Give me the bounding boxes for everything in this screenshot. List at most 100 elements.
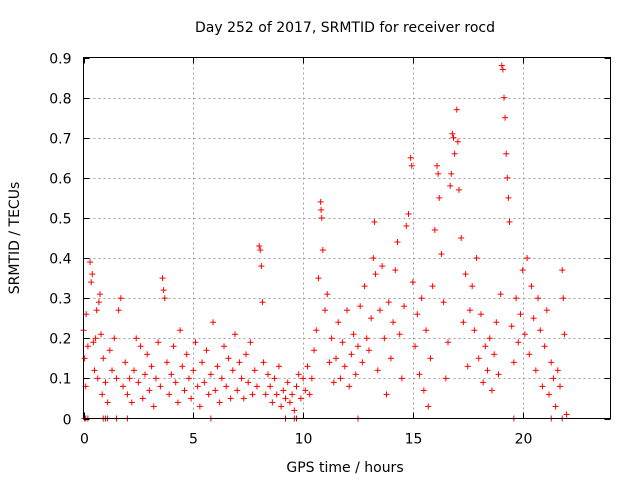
data-point <box>376 307 383 314</box>
data-point <box>546 391 553 398</box>
data-point <box>238 375 245 382</box>
data-point <box>207 371 214 378</box>
data-point <box>216 399 223 406</box>
data-point <box>203 347 210 354</box>
data-point <box>458 235 465 241</box>
data-point <box>117 295 124 302</box>
data-point <box>374 367 381 374</box>
data-point <box>429 283 436 290</box>
data-point <box>267 383 274 390</box>
data-point <box>247 339 254 346</box>
data-point <box>133 335 140 342</box>
data-point <box>370 255 377 262</box>
data-point <box>475 355 482 362</box>
data-point <box>221 343 228 350</box>
data-point <box>394 239 401 246</box>
data-point <box>245 379 252 386</box>
data-point <box>448 170 455 177</box>
data-point <box>335 319 342 326</box>
data-point <box>124 391 131 398</box>
data-point <box>99 391 106 398</box>
axis-ticks: 0 0.1 0.2 0.3 0.4 0.5 0.6 0.7 0.8 0.9 0 5 10 15 20 <box>49 52 611 448</box>
data-point <box>131 367 138 374</box>
data-point <box>554 367 561 374</box>
data-point <box>469 283 476 290</box>
data-point <box>275 363 282 370</box>
data-point <box>122 359 129 366</box>
data-point <box>442 375 449 382</box>
data-point <box>560 295 567 302</box>
data-point <box>460 319 467 326</box>
data-point <box>521 331 528 338</box>
data-point <box>100 355 107 362</box>
data-point <box>559 267 566 274</box>
data-point <box>513 295 520 302</box>
data-point <box>328 335 335 342</box>
data-point <box>315 275 322 282</box>
plot-frame <box>83 57 611 419</box>
data-point <box>427 355 434 362</box>
data-point <box>464 363 471 370</box>
data-point <box>160 287 167 294</box>
data-point <box>381 335 388 342</box>
data-point <box>454 138 461 145</box>
data-point <box>210 319 217 326</box>
data-point <box>302 387 309 394</box>
data-point <box>508 323 515 330</box>
grid-lines <box>83 57 611 419</box>
x-tick-label: 5 <box>189 432 198 448</box>
data-point <box>418 295 425 302</box>
data-point <box>286 399 293 406</box>
data-point <box>371 218 378 225</box>
data-point <box>196 403 203 410</box>
data-point <box>177 327 184 334</box>
data-point <box>161 295 168 302</box>
data-point <box>405 210 412 217</box>
data-point <box>293 383 300 390</box>
data-point <box>115 307 122 314</box>
data-point <box>440 299 447 306</box>
data-point <box>324 291 331 298</box>
data-point <box>163 359 170 366</box>
data-point <box>225 355 232 362</box>
data-point <box>306 391 313 398</box>
data-point <box>495 371 502 378</box>
y-tick-label: 0.2 <box>49 332 71 348</box>
y-tick-label: 0.9 <box>49 52 71 68</box>
data-point <box>333 355 340 362</box>
data-point <box>282 395 289 402</box>
data-point <box>214 363 221 370</box>
data-point <box>416 371 423 378</box>
data-point <box>524 255 531 262</box>
data-point <box>183 351 190 358</box>
data-point <box>447 182 454 189</box>
data-point <box>484 367 491 374</box>
data-point <box>486 335 493 342</box>
data-point <box>194 383 201 390</box>
data-point <box>563 411 570 418</box>
y-tick-label: 0.1 <box>49 372 71 388</box>
data-point <box>300 375 307 382</box>
data-point <box>438 251 445 258</box>
data-point <box>348 351 355 358</box>
data-point <box>368 315 375 322</box>
data-point <box>192 339 199 346</box>
data-point <box>537 327 544 334</box>
data-point <box>319 247 326 254</box>
data-point <box>528 283 535 290</box>
data-point <box>552 403 559 410</box>
data-point <box>462 271 469 278</box>
data-point <box>273 391 280 398</box>
data-point <box>541 343 548 350</box>
data-point <box>396 331 403 338</box>
data-point <box>256 243 263 250</box>
data-point <box>257 247 264 254</box>
data-point <box>322 307 329 314</box>
data-point <box>128 399 135 406</box>
data-point <box>357 303 364 310</box>
data-point <box>317 198 324 205</box>
y-tick-label: 0.7 <box>49 132 71 148</box>
data-point <box>271 375 278 382</box>
data-point <box>253 383 260 390</box>
